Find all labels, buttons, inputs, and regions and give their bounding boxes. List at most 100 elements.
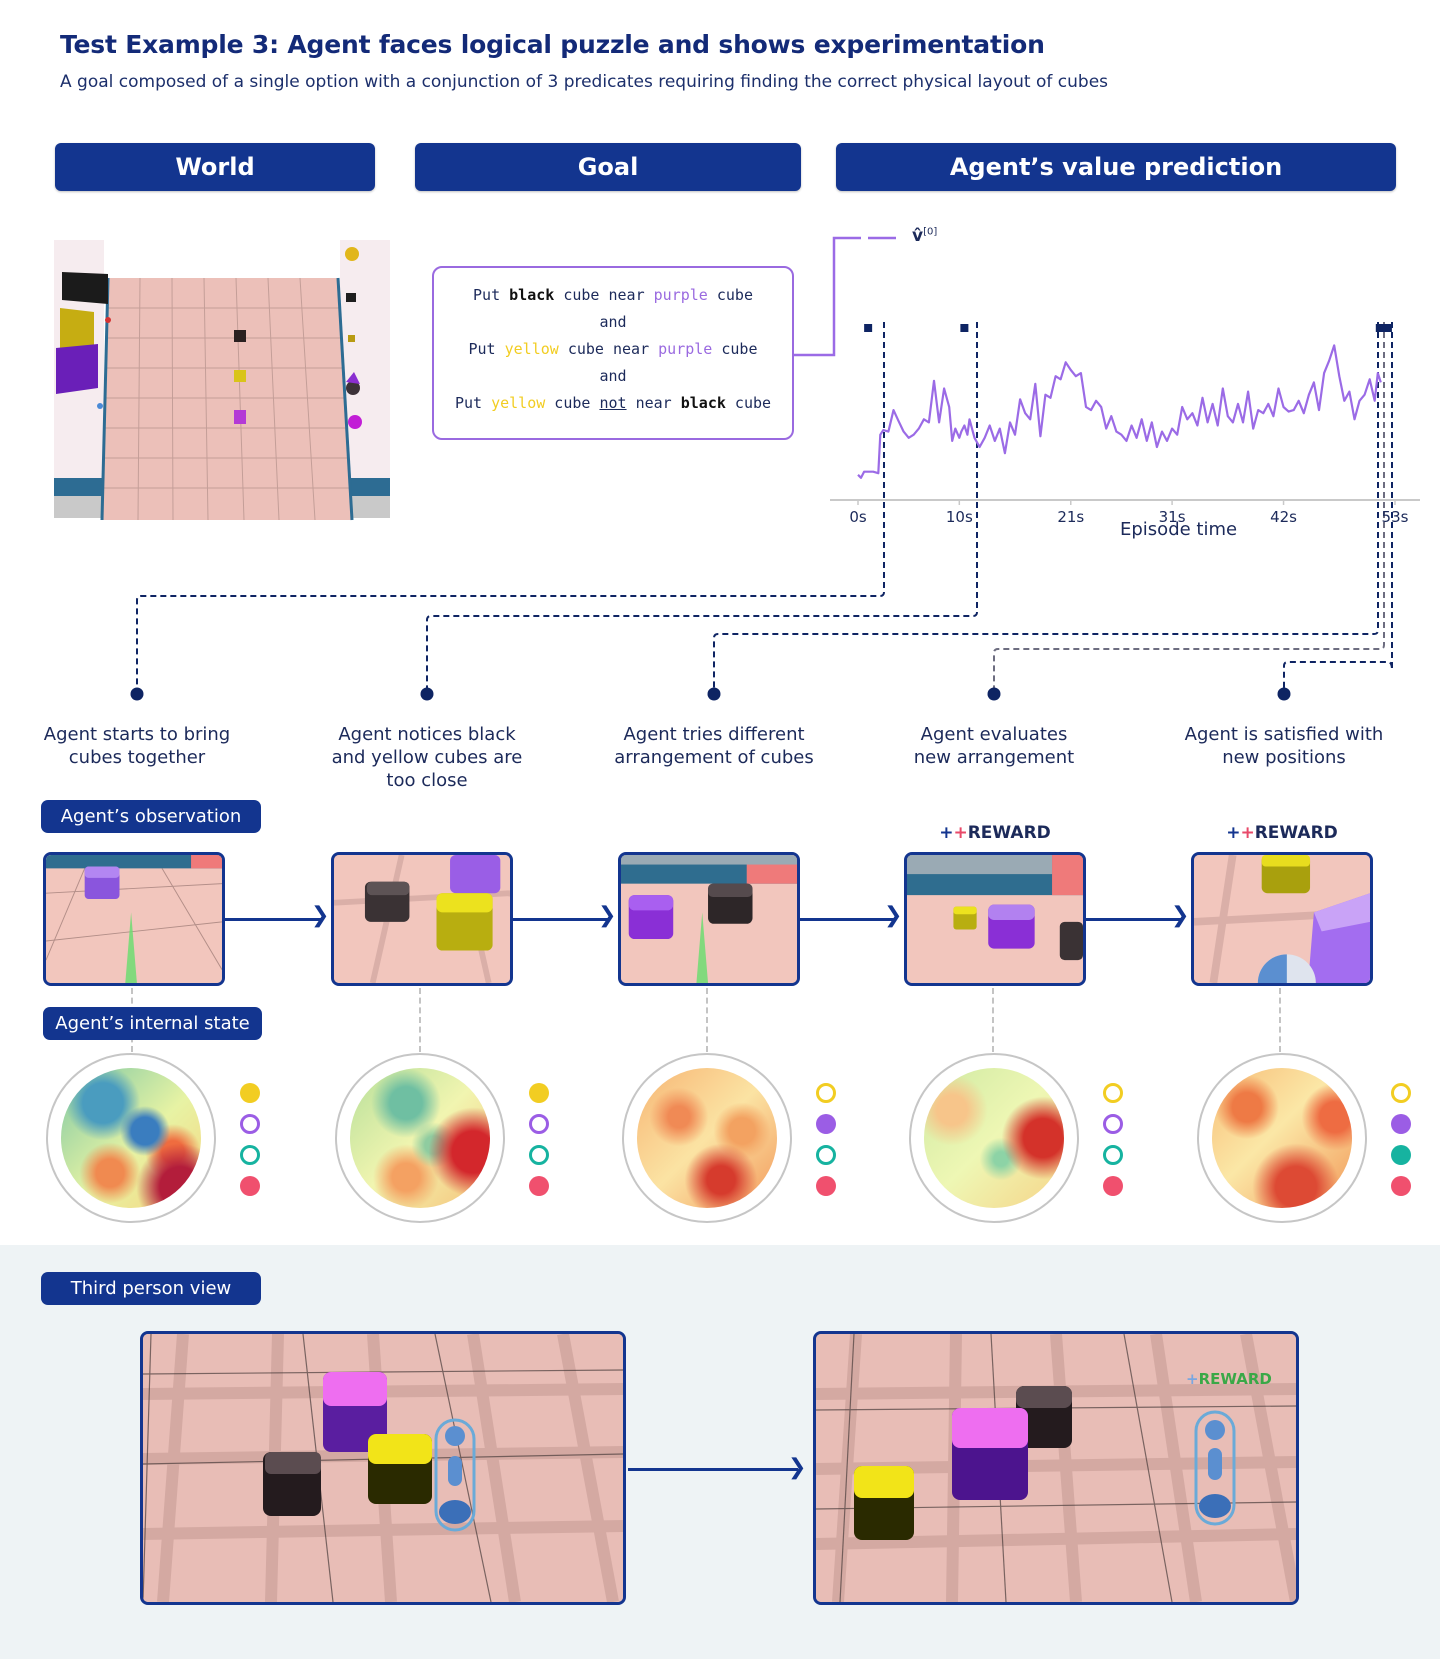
event-label: Agent notices black and yellow cubes are t…: [307, 723, 547, 792]
reward-text: REWARD: [967, 823, 1051, 843]
internal-state-heatmap: [637, 1068, 777, 1208]
goal-token: cube: [712, 340, 758, 358]
event-label-line: Agent tries different: [623, 724, 805, 745]
goal-token: Put: [473, 286, 510, 304]
event-label: Agent tries different arrangement of cube…: [594, 723, 834, 769]
filled-circle-icon: [1103, 1176, 1123, 1196]
observation-frame: [1191, 852, 1373, 986]
filled-circle-icon: [1391, 1114, 1411, 1134]
observation-frame: [331, 852, 513, 986]
world-render: [52, 238, 392, 528]
internal-state-ring: [1197, 1053, 1367, 1223]
hollow-circle-icon: [1103, 1145, 1123, 1165]
internal-state-ring: [46, 1053, 216, 1223]
page-title: Test Example 3: Agent faces logical puzz…: [60, 30, 1045, 59]
event-dot: [707, 687, 721, 701]
event-label: Agent evaluates new arrangement: [874, 723, 1114, 769]
internal-state-ring: [909, 1053, 1079, 1223]
hollow-circle-icon: [529, 1145, 549, 1165]
event-dot: [987, 687, 1001, 701]
third-person-arrow: [628, 1468, 798, 1471]
hollow-circle-icon: [1391, 1083, 1411, 1103]
value-prediction-header-label: Agent’s value prediction: [949, 153, 1283, 181]
event-label-line: Agent evaluates: [920, 724, 1068, 745]
goal-token: purple: [658, 340, 713, 358]
event-label-line: arrangement of cubes: [614, 747, 814, 768]
event-dot: [130, 687, 144, 701]
arrow-head-icon: ❯: [1171, 903, 1190, 928]
goal-token: cube: [707, 286, 753, 304]
goal-token: not: [599, 394, 627, 412]
reward-badge-text: REWARD: [1198, 1370, 1272, 1388]
obs-state-connector: [419, 988, 421, 1052]
reward-plus-icon: +: [939, 823, 954, 843]
goal-line: Put black cube near purple cube: [434, 282, 792, 309]
third-person-frame-before: [140, 1331, 626, 1605]
goal-token: and: [599, 313, 627, 331]
goal-token: cube: [725, 394, 772, 412]
legend-symbol: v̂: [912, 226, 924, 246]
value-line-plot: [830, 324, 1420, 505]
filled-circle-icon: [240, 1083, 260, 1103]
x-tick-label: 31s: [1158, 508, 1186, 526]
obs-state-connector: [1279, 988, 1281, 1052]
observation-frame: [618, 852, 800, 986]
reward-plus-icon: +: [1240, 823, 1255, 843]
hollow-circle-icon: [240, 1145, 260, 1165]
obs-state-connector: [706, 988, 708, 1052]
event-label-line: Agent starts to bring: [43, 724, 231, 745]
internal-state-heatmap: [61, 1068, 201, 1208]
third-person-label: Third person view: [41, 1272, 261, 1305]
hollow-circle-icon: [240, 1114, 260, 1134]
hollow-circle-icon: [816, 1083, 836, 1103]
x-tick-label: 53s: [1381, 508, 1409, 526]
goal-panel: Put black cube near purple cube and Put ye…: [432, 266, 794, 440]
goal-token: black: [680, 394, 726, 412]
event-label-line: Agent is satisfied with: [1184, 724, 1384, 745]
third-person-frame-after: +REWARD: [813, 1331, 1299, 1605]
internal-state-heatmap: [350, 1068, 490, 1208]
x-tick-label: 42s: [1270, 508, 1297, 526]
connector-lines: [136, 236, 1393, 690]
filled-circle-icon: [1391, 1145, 1411, 1165]
arrow-head-icon: ❯: [598, 903, 617, 928]
event-label: Agent starts to bring cubes together: [17, 723, 257, 769]
goal-header: Goal: [415, 143, 801, 191]
filled-circle-icon: [240, 1176, 260, 1196]
reward-text: REWARD: [1254, 823, 1338, 843]
event-label-line: cubes together: [68, 747, 206, 768]
internal-state-label-text: Agent’s internal state: [55, 1013, 250, 1034]
third-person-label-text: Third person view: [70, 1278, 232, 1299]
filled-circle-icon: [1391, 1176, 1411, 1196]
legend-superscript: [0]: [923, 226, 938, 238]
sequence-arrow: [1086, 918, 1183, 921]
reward-indicator: ++REWARD: [1226, 823, 1338, 843]
value-prediction-header: Agent’s value prediction: [836, 143, 1396, 191]
goal-line: and: [434, 309, 792, 336]
goal-token: cube near: [554, 286, 654, 304]
reward-plus-icon: +: [1186, 1370, 1199, 1388]
hollow-circle-icon: [1103, 1083, 1123, 1103]
internal-state-heatmap: [1212, 1068, 1352, 1208]
goal-header-label: Goal: [577, 153, 639, 181]
internal-state-heatmap: [924, 1068, 1064, 1208]
x-tick-label: 21s: [1057, 508, 1085, 526]
observation-label-text: Agent’s observation: [60, 806, 242, 827]
filled-circle-icon: [529, 1176, 549, 1196]
sequence-arrow: [800, 918, 896, 921]
event-marker: [1378, 324, 1387, 332]
reward-plus-icon: +: [1226, 823, 1241, 843]
goal-token: purple: [653, 286, 708, 304]
event-label-line: too close: [386, 770, 468, 791]
event-label-line: new positions: [1222, 747, 1346, 768]
observation-frame: [43, 852, 225, 986]
event-label-line: Agent notices black: [338, 724, 516, 745]
event-label-line: new arrangement: [913, 747, 1075, 768]
event-dot: [1277, 687, 1291, 701]
value-series-line: [857, 344, 1382, 479]
arrow-head-icon: ❯: [884, 903, 903, 928]
arrow-head-icon: ❯: [788, 1455, 807, 1480]
third-person-reward-badge: +REWARD: [1186, 1370, 1272, 1388]
goal-token: near: [626, 394, 681, 412]
hollow-circle-icon: [1103, 1114, 1123, 1134]
